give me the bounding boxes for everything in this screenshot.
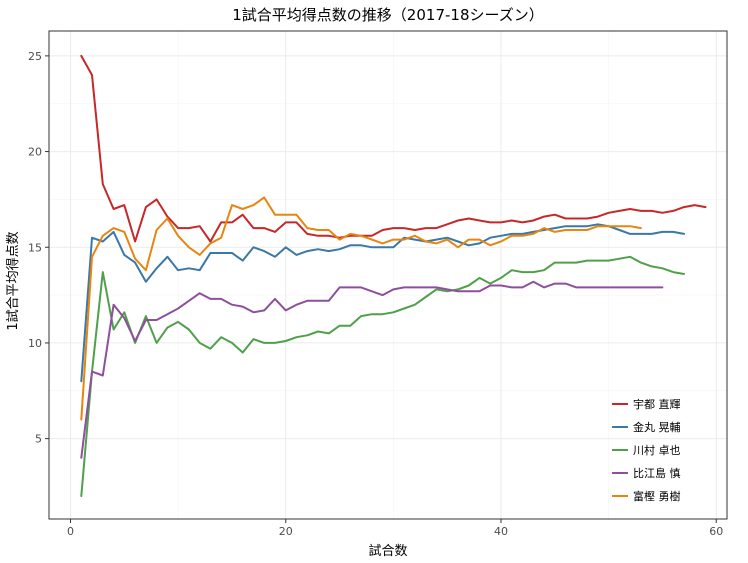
x-tick-label: 0 [67,525,74,538]
series-line-2 [80,223,685,383]
x-tick-label: 40 [494,525,508,538]
panel-border [48,30,728,520]
y-axis: 5 10 15 20 25 [28,50,49,446]
y-tick-label: 25 [28,50,42,63]
series-line-5 [80,196,642,421]
chart-title: 1試合平均得点数の推移（2017-18シーズン） [232,6,543,24]
legend-label-4: 比江島 慎 [633,466,681,480]
x-tick-label: 20 [279,525,293,538]
y-tick-label: 15 [28,241,42,254]
legend-label-5: 富樫 勇樹 [633,489,681,503]
series-line-1 [80,54,707,243]
series-line-3 [80,255,685,497]
y-tick-label: 5 [35,433,42,446]
y-tick-label: 20 [28,146,42,159]
legend-label-1: 宇都 直輝 [633,397,681,411]
legend-label-3: 川村 卓也 [633,443,681,457]
series-line-4 [80,280,664,459]
series-lines [80,54,707,497]
x-axis-title: 試合数 [368,543,407,559]
legend-label-2: 金丸 晃輔 [633,420,681,434]
y-tick-label: 10 [28,337,42,350]
x-axis: 0 20 40 60 [67,519,723,538]
y-axis-title: 1試合平均得点数 [5,231,21,330]
x-tick-label: 60 [709,525,723,538]
